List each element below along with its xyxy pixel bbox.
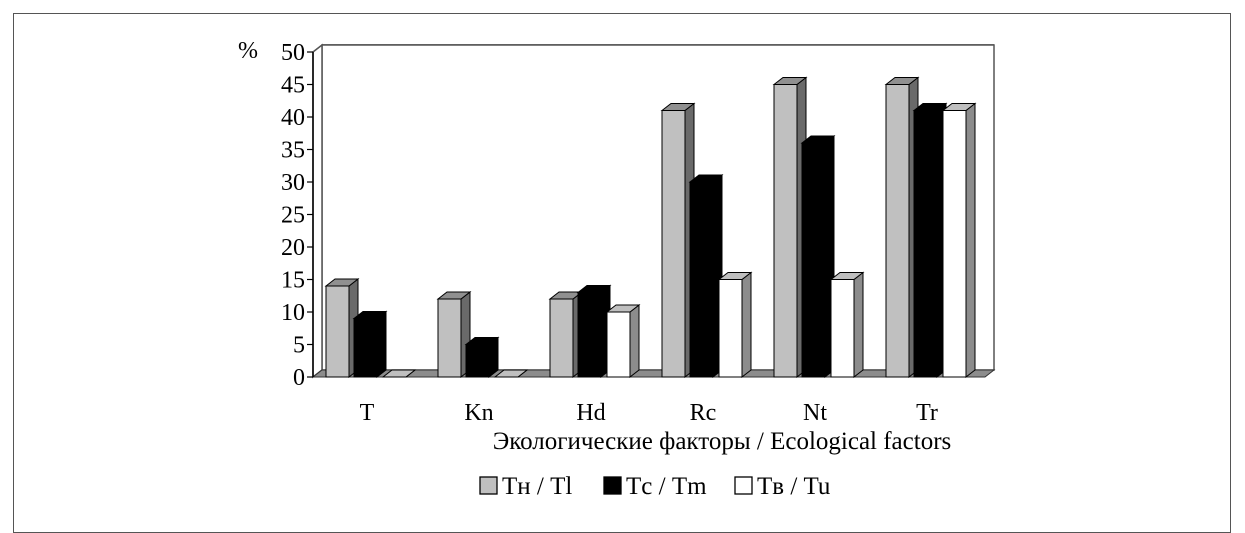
bar-front — [353, 318, 378, 378]
y-tick-label: 45 — [281, 73, 305, 99]
bar — [436, 290, 472, 379]
bar-front — [549, 298, 574, 378]
bar — [352, 310, 388, 379]
x-tick-label: Rc — [690, 400, 717, 426]
bar-front — [606, 311, 631, 378]
bar-side — [965, 102, 976, 379]
legend-item: Tс / Tm — [603, 473, 707, 500]
y-tick-label: 30 — [281, 170, 305, 196]
bar — [688, 173, 724, 379]
y-axis-label: % — [238, 38, 258, 64]
legend: Tн / Tl Tс / Tm Tв / Tu — [479, 473, 831, 500]
x-tick-label: T — [360, 400, 375, 426]
bar — [576, 284, 612, 379]
bar — [493, 369, 529, 378]
bar-front — [689, 181, 714, 378]
legend-item: Tн / Tl — [479, 473, 572, 500]
y-tick-label: 0 — [293, 365, 305, 391]
legend-swatch — [603, 476, 622, 495]
bar-front — [942, 110, 967, 378]
bar — [464, 336, 500, 379]
bar — [941, 102, 977, 379]
bar-front — [661, 110, 686, 378]
bar-side — [853, 271, 864, 379]
bar-front — [801, 142, 826, 378]
bar-side — [741, 271, 752, 379]
bar-front — [577, 292, 602, 378]
y-tick-label: 5 — [293, 333, 305, 359]
left-wall — [312, 43, 323, 379]
bar — [548, 290, 584, 379]
legend-swatch — [734, 476, 753, 495]
y-tick-label: 35 — [281, 138, 305, 164]
bar — [660, 102, 696, 379]
bar-front — [773, 84, 798, 378]
x-tick-label: Kn — [464, 400, 493, 426]
bar-front — [885, 84, 910, 378]
bar — [381, 369, 417, 378]
bar-front — [718, 279, 743, 378]
y-tick-label: 25 — [281, 203, 305, 229]
x-tick-label: Hd — [576, 400, 605, 426]
y-tick-label: 10 — [281, 300, 305, 326]
bar-top — [493, 369, 529, 378]
bar-top — [381, 369, 417, 378]
bar — [717, 271, 753, 379]
bar — [829, 271, 865, 379]
bar — [324, 277, 360, 379]
y-tick-label: 15 — [281, 268, 305, 294]
x-tick-label: Tr — [916, 400, 938, 426]
bar — [800, 134, 836, 379]
y-tick-label: 50 — [281, 40, 305, 66]
bar-side — [376, 310, 387, 379]
bar-front — [830, 279, 855, 378]
bar-chart: 0 5 10 15 20 25 30 35 40 45 50 T Kn Hd Rc Nt Tr % Эколо… — [238, 38, 996, 500]
bar — [605, 303, 641, 379]
y-tick-label: 40 — [281, 105, 305, 131]
bar-front — [465, 344, 490, 378]
bars — [324, 76, 977, 379]
legend-label: Tс / Tm — [626, 473, 707, 500]
bar — [772, 76, 808, 379]
x-tick-label: Nt — [803, 400, 827, 426]
y-tick-label: 20 — [281, 235, 305, 261]
legend-item: Tв / Tu — [734, 473, 831, 500]
bar — [884, 76, 920, 379]
x-axis-label: Экологические факторы / Ecological facto… — [493, 428, 952, 455]
legend-label: Tв / Tu — [757, 473, 831, 500]
legend-swatch — [479, 476, 498, 495]
legend-label: Tн / Tl — [502, 473, 572, 500]
bar-front — [325, 285, 350, 378]
x-axis-categories: T Kn Hd Rc Nt Tr — [360, 400, 938, 426]
bar-side — [629, 303, 640, 379]
bar-front — [913, 110, 938, 378]
y-axis-ticks: 0 5 10 15 20 25 30 35 40 45 50 — [281, 40, 314, 391]
bar — [912, 102, 948, 379]
bar-front — [437, 298, 462, 378]
